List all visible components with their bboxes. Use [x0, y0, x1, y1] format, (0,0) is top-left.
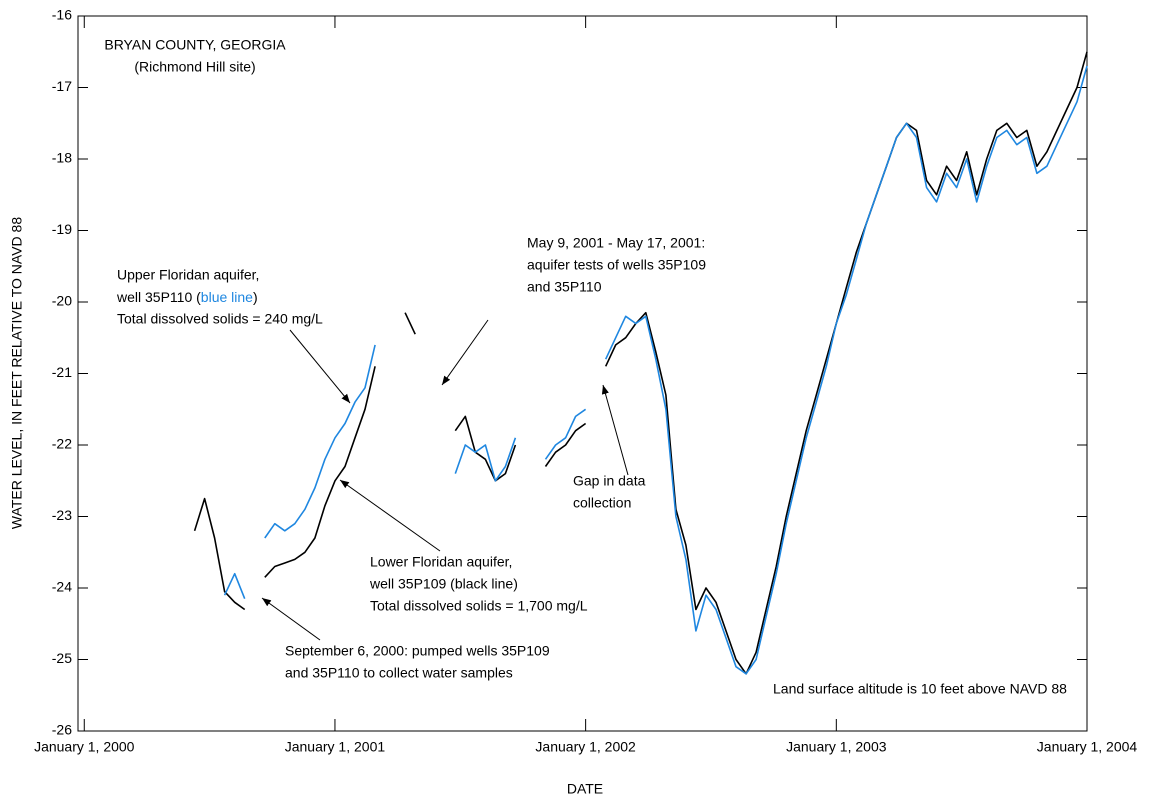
y-tick-label: -24: [52, 579, 72, 595]
annotation: Land surface altitude is 10 feet above N…: [773, 681, 1067, 697]
annotation-part: blue line: [201, 289, 253, 305]
x-tick-label: January 1, 2004: [1037, 739, 1138, 755]
annotation: and 35P110: [527, 279, 602, 295]
arrows: [261, 319, 629, 641]
y-tick-label: -19: [52, 221, 72, 237]
annotation-part: ): [253, 289, 258, 305]
annotation: well 35P109 (black line): [369, 576, 518, 592]
y-axis-label: WATER LEVEL, IN FEET RELATIVE TO NAVD 88: [9, 217, 25, 529]
annotation-part: well 35P110 (: [116, 289, 201, 305]
x-tick-label: January 1, 2001: [285, 739, 386, 755]
annotation: Total dissolved solids = 1,700 mg/L: [370, 598, 588, 614]
annotation: Total dissolved solids = 240 mg/L: [117, 311, 323, 327]
y-tick-label: -23: [52, 507, 72, 523]
arrow: [339, 479, 441, 552]
arrow: [261, 597, 321, 641]
series-line: [223, 65, 1088, 675]
annotation: and 35P110 to collect water samples: [285, 665, 513, 681]
x-tick-label: January 1, 2003: [786, 739, 887, 755]
plot-frame: [77, 15, 1088, 732]
annotation: Upper Floridan aquifer,: [117, 267, 259, 283]
arrow: [289, 329, 351, 404]
annotation: Gap in data: [573, 473, 646, 489]
y-tick-label: -26: [52, 722, 72, 738]
y-tick-label: -16: [52, 7, 72, 23]
y-tick-label: -22: [52, 436, 72, 452]
x-tick-label: January 1, 2002: [535, 739, 636, 755]
annotation: BRYAN COUNTY, GEORGIA: [104, 37, 286, 53]
y-tick-label: -18: [52, 150, 72, 166]
y-tick-label: -17: [52, 78, 72, 94]
y-tick-label: -25: [52, 650, 72, 666]
annotation: September 6, 2000: pumped wells 35P109: [285, 643, 550, 659]
annotation: (Richmond Hill site): [134, 59, 255, 75]
arrow: [441, 319, 489, 386]
y-tick-label: -21: [52, 364, 72, 380]
annotation: well 35P110 (blue line): [116, 289, 258, 305]
arrow: [601, 384, 629, 476]
x-tick-label: January 1, 2000: [34, 739, 135, 755]
series-line: [193, 51, 1088, 675]
x-axis-label: DATE: [567, 781, 603, 797]
annotation: collection: [573, 495, 631, 511]
y-tick-label: -20: [52, 293, 72, 309]
annotation: Lower Floridan aquifer,: [370, 554, 512, 570]
annotation: aquifer tests of wells 35P109: [527, 257, 706, 273]
annotation: May 9, 2001 - May 17, 2001:: [527, 235, 705, 251]
